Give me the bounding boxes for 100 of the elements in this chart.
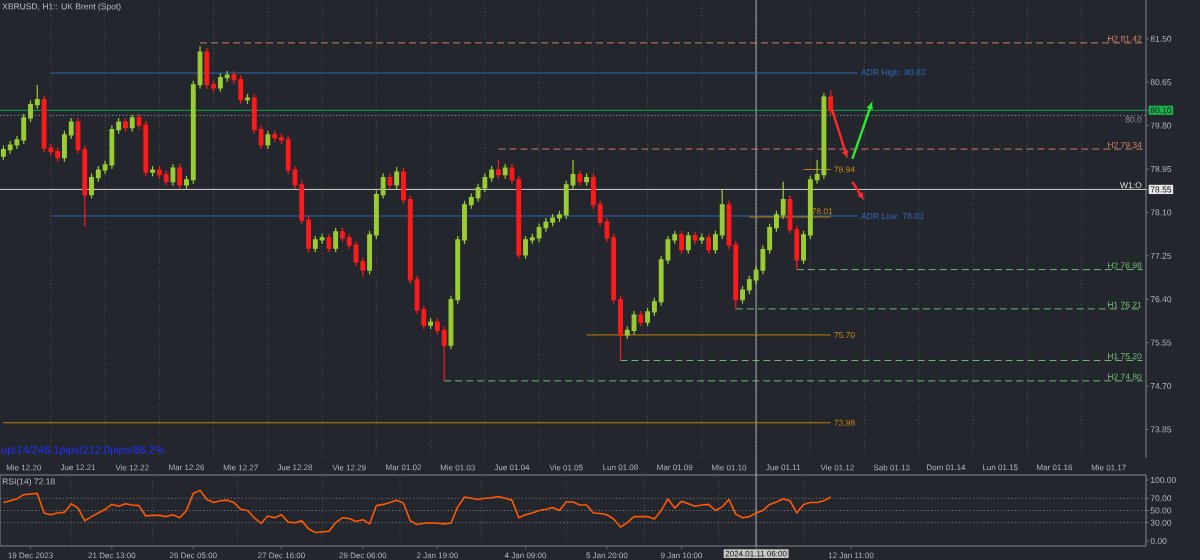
x-tick-label: 29 Dec 06:00 <box>339 552 387 559</box>
x-tick-label: Mie 01.10 <box>712 464 747 471</box>
candlestick <box>387 173 393 190</box>
series-label: H2 79.34 <box>1107 141 1142 148</box>
candlestick <box>190 80 196 185</box>
candlestick <box>468 192 474 210</box>
y-tick-label: 80.65 <box>1150 79 1172 86</box>
x-tick-label: 12 Jan 11:00 <box>828 552 874 559</box>
candlestick <box>82 144 88 228</box>
y-tick-label: 74.70 <box>1150 383 1172 390</box>
x-tick-label: 21 Dec 13:00 <box>88 552 136 559</box>
candlestick <box>170 163 176 187</box>
x-tick-label: 4 Jan 09:00 <box>504 552 547 559</box>
x-tick-label: Mie 12.20 <box>6 464 41 471</box>
candlestick <box>136 113 142 130</box>
x-tick-label: 27 Dec 16:00 <box>258 552 305 559</box>
candlestick <box>529 233 535 245</box>
x-tick-label: Lun 01.15 <box>983 464 1018 471</box>
x-tick-label: 2 Jan 19:00 <box>416 552 458 559</box>
candlestick <box>319 233 325 245</box>
candlestick <box>34 84 40 110</box>
candlestick <box>780 181 786 220</box>
candlestick <box>550 213 556 227</box>
x-tick-label: Jue 01.11 <box>766 464 801 471</box>
candlestick <box>367 230 372 275</box>
ref-line-label: 80.0 <box>1125 116 1142 123</box>
candlestick <box>68 117 74 140</box>
candlestick <box>163 169 169 187</box>
candlestick <box>509 163 515 185</box>
candlestick <box>258 125 264 150</box>
candlestick <box>448 295 454 350</box>
candlestick <box>685 231 691 255</box>
candlestick <box>557 210 562 223</box>
candlestick <box>523 235 528 260</box>
candlestick <box>177 163 183 190</box>
candlestick <box>455 235 461 305</box>
y-tick-label: 50.00 <box>1150 507 1172 514</box>
chart-title: RSI(14) 72.18 <box>2 478 55 487</box>
y-tick-label: 79.80 <box>1150 122 1172 129</box>
y-tick-label: 78.55 <box>1150 186 1172 193</box>
candlestick <box>611 233 617 305</box>
candlestick <box>89 173 94 200</box>
y-tick-label: 75.55 <box>1150 339 1172 346</box>
candlestick <box>150 165 156 177</box>
candlestick <box>699 233 705 245</box>
x-tick-label: Jue 12.21 <box>60 464 96 471</box>
x-tick-label: Sab 01.13 <box>873 464 910 471</box>
candlestick <box>434 317 440 336</box>
y-tick-label: 81.50 <box>1150 35 1172 42</box>
candlestick <box>570 159 576 190</box>
candlestick <box>801 230 806 265</box>
candlestick <box>692 231 698 245</box>
series-label: 78.94 <box>834 166 855 173</box>
x-tick-label: Vie 12.22 <box>115 464 149 471</box>
x-tick-label: Mar 01.16 <box>1037 464 1073 471</box>
candlestick <box>312 235 318 253</box>
candlestick <box>231 70 237 85</box>
series-label: H1 75.20 <box>1107 353 1142 360</box>
x-tick-label: Mie 01.17 <box>1091 464 1126 471</box>
candlestick <box>624 325 630 340</box>
candlestick <box>299 180 305 225</box>
candlestick <box>95 165 101 183</box>
candlestick <box>719 189 725 240</box>
candlestick <box>306 215 311 253</box>
y-tick-label: 73.85 <box>1150 426 1172 433</box>
candlestick <box>21 113 27 145</box>
candlestick <box>278 133 284 145</box>
candlestick <box>217 72 223 93</box>
series-label: H2 81.42 <box>1107 35 1142 42</box>
candlestick <box>346 233 352 250</box>
candlestick <box>638 310 644 327</box>
y-tick-label: 70.00 <box>1150 495 1172 502</box>
candlestick <box>733 240 739 310</box>
y-tick-label: 0.00 <box>1150 538 1167 544</box>
candlestick <box>204 47 210 90</box>
candlestick <box>272 130 278 143</box>
candlestick <box>326 233 332 253</box>
candlestick <box>794 225 800 271</box>
x-tick-label: Mie 12.27 <box>223 464 258 471</box>
candlestick <box>238 74 244 105</box>
candlestick <box>740 285 745 305</box>
candlestick <box>143 120 149 177</box>
candlestick <box>28 99 33 123</box>
candlestick <box>333 227 339 253</box>
chart-title: XBRUSD, H1:: UK Brent (Spot) <box>2 3 121 12</box>
candlestick <box>584 173 589 187</box>
series-label: ADR Low: 78.03 <box>861 212 924 219</box>
annotation: up/14/246.1pips/212.0pips/86.2% <box>1 445 165 456</box>
x-tick-label: Vie 01.12 <box>820 464 854 471</box>
x-tick-label: Vie 12.29 <box>332 464 366 471</box>
candlestick <box>265 130 271 150</box>
x-tick-label: Mar 01.02 <box>386 464 422 471</box>
candlestick <box>502 163 508 180</box>
candlestick <box>197 45 203 90</box>
candlestick <box>0 144 6 161</box>
candlestick <box>767 223 773 255</box>
candlestick <box>401 167 406 205</box>
y-tick-label: 78.10 <box>1150 209 1172 216</box>
candlestick <box>726 200 732 250</box>
x-tick-label: Jue 12.28 <box>277 464 313 471</box>
